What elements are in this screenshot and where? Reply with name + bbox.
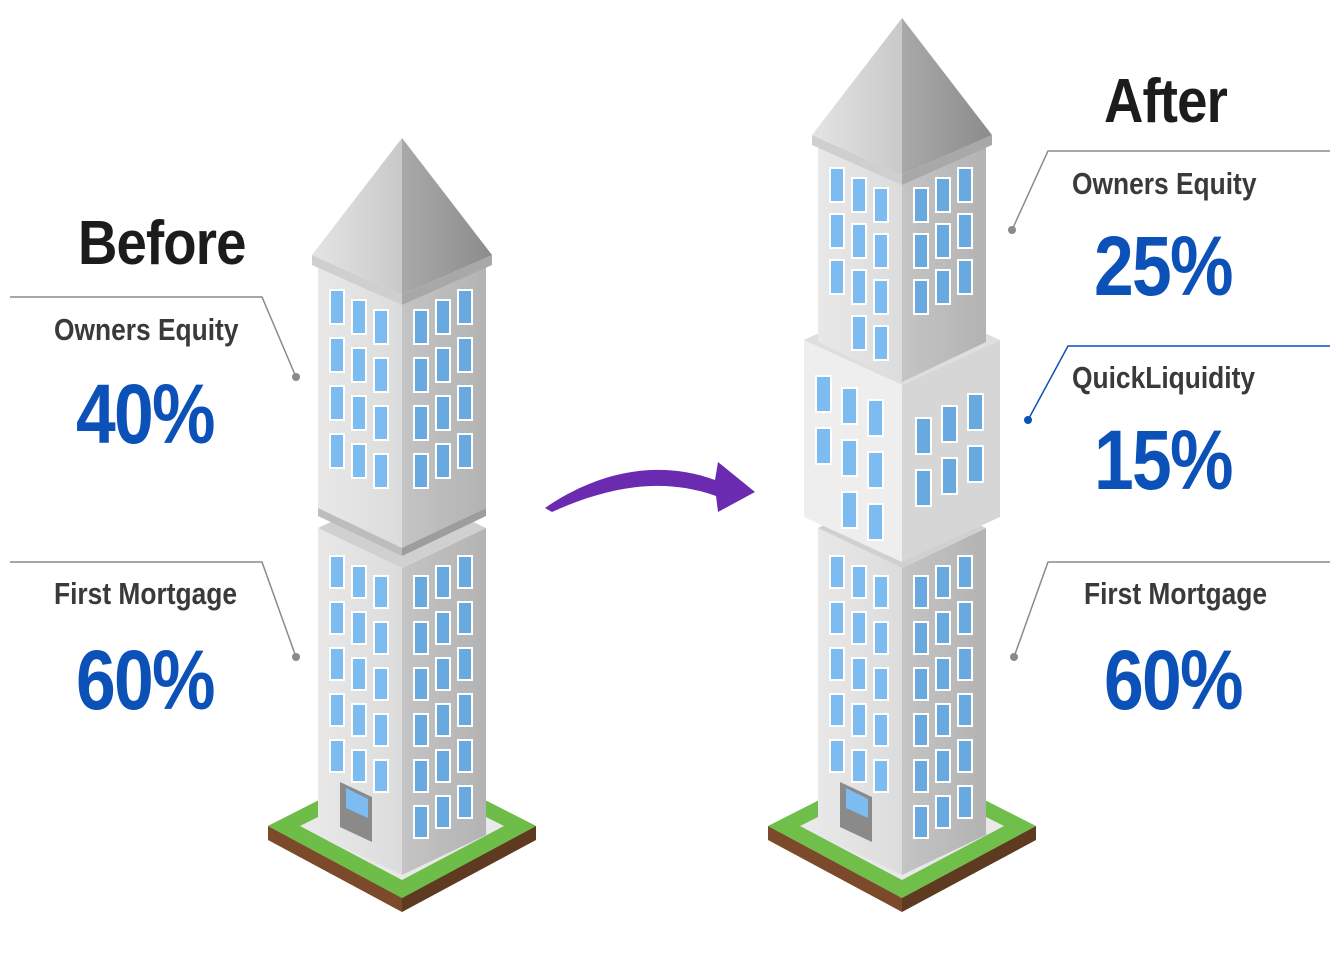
before-building: [268, 138, 536, 912]
after-door: [840, 782, 872, 842]
after-lower-windows-left: [829, 555, 889, 793]
after-upper-windows-left: [829, 167, 889, 361]
before-door: [340, 782, 372, 842]
after-liquidity-label: QuickLiquidity: [1072, 360, 1256, 395]
after-heading: After: [1104, 67, 1228, 136]
after-upper-windows-right: [913, 167, 973, 315]
after-building: [768, 18, 1036, 912]
after-roof: [812, 18, 992, 185]
after-liquidity-leader: [1027, 345, 1330, 421]
before-equity-label: Owners Equity: [54, 312, 239, 347]
before-upper-block: [318, 265, 486, 556]
after-mortgage-label: First Mortgage: [1084, 576, 1268, 611]
before-upper-windows-left: [329, 289, 389, 489]
before-heading: Before: [78, 209, 246, 278]
after-lower-windows-right: [913, 555, 973, 839]
after-liquidity-value: 15%: [1094, 413, 1234, 507]
after-upper-block: [818, 145, 986, 382]
after-equity-label: Owners Equity: [1072, 166, 1257, 201]
before-equity-value: 40%: [76, 367, 216, 461]
before-roof: [312, 138, 492, 305]
callout-lines: [10, 150, 1330, 658]
callout-dots: [292, 226, 1032, 661]
before-lower-windows-left: [329, 555, 389, 793]
after-middle-windows-left: [815, 375, 884, 541]
before-mortgage-label: First Mortgage: [54, 576, 238, 611]
before-upper-windows-right: [413, 289, 473, 489]
before-equity-leader: [10, 296, 297, 378]
after-middle-windows-right: [915, 393, 984, 507]
before-mortgage-leader: [10, 561, 297, 658]
after-equity-value: 25%: [1094, 219, 1234, 313]
arrow-right-icon: [545, 462, 755, 512]
after-mortgage-value: 60%: [1104, 633, 1244, 727]
before-lower-windows-right: [413, 555, 473, 839]
after-lower-block: [818, 488, 986, 875]
after-equity-leader: [1011, 150, 1330, 231]
before-mortgage-value: 60%: [76, 633, 216, 727]
after-mortgage-leader: [1013, 561, 1330, 658]
